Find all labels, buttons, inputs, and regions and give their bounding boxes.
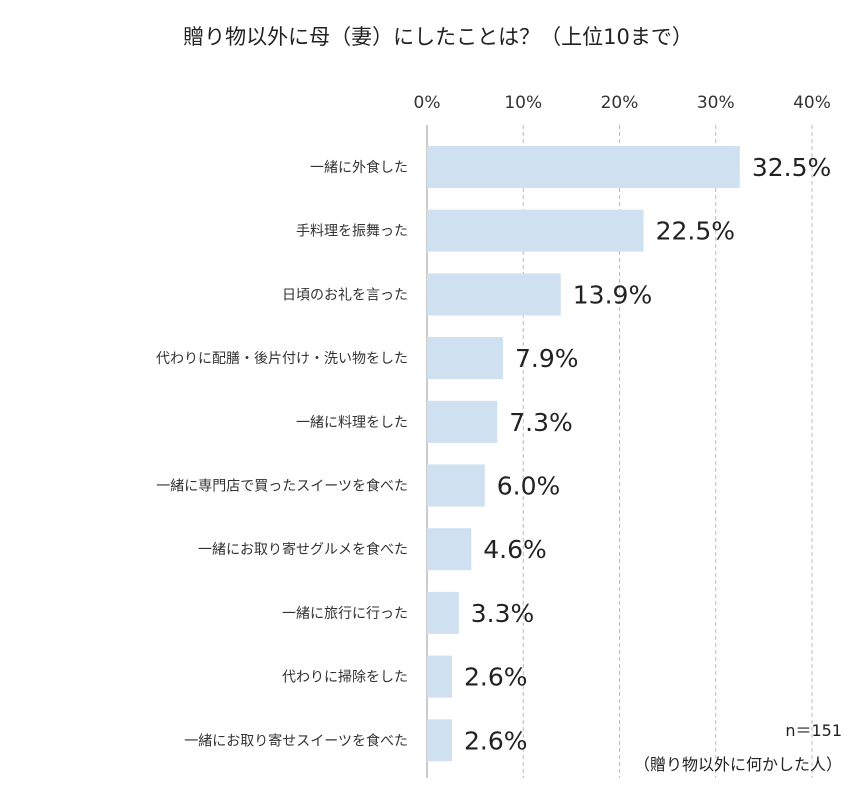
value-labels: 32.5% 22.5% 13.9% 7.9% 7.3% 6.0% 4.6% 3.3% 2.6% 2… [464, 153, 831, 755]
bar [427, 146, 740, 188]
x-tick-label: 40% [793, 93, 831, 113]
x-tick-label: 20% [601, 93, 639, 113]
value-label: 7.3% [509, 408, 573, 437]
value-label: 7.9% [515, 344, 579, 373]
category-label: 一緒に外食した [310, 159, 408, 176]
bar [427, 719, 453, 762]
value-label: 2.6% [464, 663, 528, 692]
category-label: 手料理を振舞った [296, 224, 408, 240]
bar [427, 655, 453, 698]
value-label: 2.6% [464, 726, 528, 755]
x-tick-label: 10% [504, 93, 542, 113]
category-label: 一緒にお取り寄せスイーツを食べた [184, 732, 408, 749]
bar [427, 400, 498, 443]
bar [427, 209, 644, 252]
category-label: 代わりに掃除をした [282, 669, 408, 686]
value-label: 22.5% [656, 217, 735, 246]
category-labels: 一緒に外食した手料理を振舞った日頃のお礼を言った代わりに配膳・後片付け・洗い物を… [156, 159, 408, 749]
category-label: 日頃のお礼を言った [282, 287, 408, 303]
bar [427, 591, 459, 634]
category-label: 一緒に旅行に行った [282, 606, 408, 622]
value-label: 4.6% [483, 535, 547, 564]
category-label: 一緒にお取り寄せグルメを食べた [198, 541, 408, 558]
chart-title: 贈り物以外に母（妻）にしたことは？（上位10まで） [183, 25, 693, 49]
value-label: 3.3% [471, 599, 535, 628]
bars [427, 146, 740, 762]
category-label: 代わりに配膳・後片付け・洗い物をした [156, 351, 408, 367]
category-label: 一緒に専門店で買ったスイーツを食べた [156, 478, 408, 495]
category-label: 一緒に料理をした [296, 415, 408, 431]
bar [427, 464, 485, 507]
value-label: 6.0% [497, 472, 561, 501]
x-tick-label: 30% [697, 93, 735, 113]
sample-description: （贈り物以外に何かした人） [634, 755, 842, 774]
value-label: 32.5% [752, 153, 831, 182]
value-label: 13.9% [573, 280, 652, 309]
x-tick-label: 0% [414, 93, 441, 113]
bar [427, 337, 504, 380]
bar [427, 528, 472, 571]
sample-size-note: n＝151 [785, 721, 842, 740]
x-axis-ticks: 0% 10% 20% 30% 40% [414, 93, 831, 113]
bar [427, 273, 561, 316]
